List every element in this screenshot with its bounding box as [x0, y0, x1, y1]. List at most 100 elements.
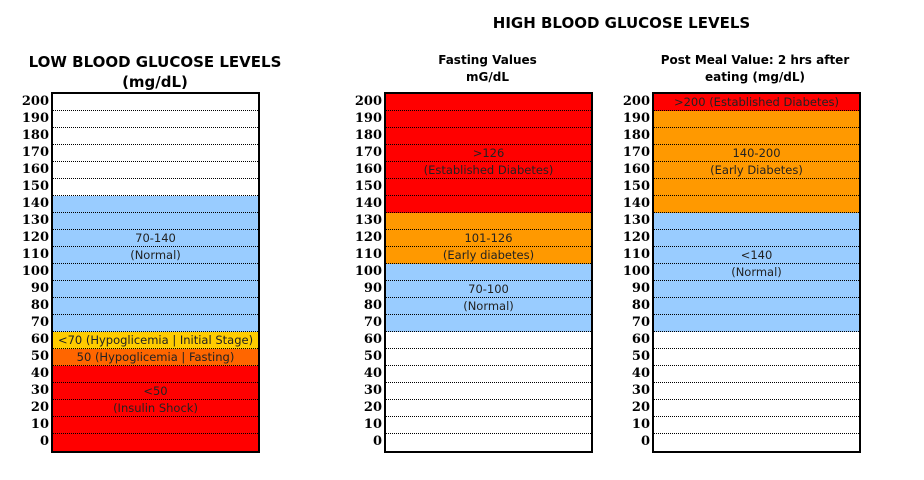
- range-cell: <140: [654, 247, 859, 264]
- range-cell: [386, 366, 591, 383]
- range-cell: [53, 366, 258, 383]
- scale-label: 70: [631, 315, 650, 330]
- scale-label: 180: [354, 128, 382, 143]
- low-title-line1: LOW BLOOD GLUCOSE LEVELS: [28, 53, 282, 71]
- range-cell: [654, 315, 859, 332]
- table-frame: 70-140 (Normal) <70 (Hypoglicemia | Initia…: [51, 92, 260, 453]
- scale-label: 10: [363, 417, 382, 432]
- scale-label: 170: [354, 145, 382, 160]
- post-title-line2: eating (mg/dL): [704, 70, 806, 84]
- range-cell: [386, 179, 591, 196]
- scale-label: 180: [21, 128, 49, 143]
- scale-label: 110: [21, 247, 49, 262]
- scale-label: 200: [354, 94, 382, 109]
- range-cell: [654, 179, 859, 196]
- post-title-line1: Post Meal Value: 2 hrs after: [660, 53, 850, 67]
- range-cell: [386, 434, 591, 451]
- range-cell: [386, 213, 591, 230]
- post-meal-title: Post Meal Value: 2 hrs after eating (mg/d…: [640, 52, 870, 86]
- scale-label: 20: [30, 400, 49, 415]
- range-cell: [53, 315, 258, 332]
- scale-label: 0: [640, 434, 650, 449]
- range-cell: [53, 281, 258, 298]
- scale-label: 100: [622, 264, 650, 279]
- range-cell: >126: [386, 145, 591, 162]
- scale-label: 20: [631, 400, 650, 415]
- scale-label: 70: [363, 315, 382, 330]
- scale-label: 120: [622, 230, 650, 245]
- range-cell: [53, 111, 258, 128]
- scale-label: 150: [354, 179, 382, 194]
- range-cell: [386, 332, 591, 349]
- range-cell: [654, 400, 859, 417]
- range-cell: 140-200: [654, 145, 859, 162]
- scale-label: 80: [631, 298, 650, 313]
- range-cell: [386, 264, 591, 281]
- scale-label: 60: [363, 332, 382, 347]
- scale-label: 60: [30, 332, 49, 347]
- range-cell: [53, 298, 258, 315]
- range-cell: [386, 383, 591, 400]
- range-cell: [53, 264, 258, 281]
- scale-label: 100: [21, 264, 49, 279]
- range-cell: 101-126: [386, 230, 591, 247]
- scale-label: 100: [354, 264, 382, 279]
- range-cell: 50 (Hypoglicemia | Fasting): [53, 349, 258, 366]
- scale-label: 30: [631, 383, 650, 398]
- range-cell: [386, 315, 591, 332]
- scale-label: 10: [30, 417, 49, 432]
- scale-label: 110: [622, 247, 650, 262]
- scale-label: 160: [622, 162, 650, 177]
- range-cell: 70-100: [386, 281, 591, 298]
- range-cell: (Normal): [386, 298, 591, 315]
- scale-label: 190: [21, 111, 49, 126]
- range-cell: [654, 128, 859, 145]
- scale-label: 140: [622, 196, 650, 211]
- scale-label: 90: [631, 281, 650, 296]
- range-cell: (Normal): [654, 264, 859, 281]
- range-cell: [654, 332, 859, 349]
- table-frame: >126 (Established Diabetes) 101-126 (Early …: [384, 92, 593, 453]
- range-cell: [654, 213, 859, 230]
- range-cell: [386, 94, 591, 111]
- scale-label: 140: [21, 196, 49, 211]
- range-cell: [53, 94, 258, 111]
- scale-label: 50: [363, 349, 382, 364]
- scale-label: 20: [363, 400, 382, 415]
- scale-label: 50: [30, 349, 49, 364]
- range-cell: [654, 349, 859, 366]
- scale-label: 80: [30, 298, 49, 313]
- low-title-line2: (mg/dL): [122, 73, 188, 91]
- scale-label: 0: [372, 434, 382, 449]
- scale-label: 160: [354, 162, 382, 177]
- range-cell: [386, 349, 591, 366]
- range-cell: [654, 196, 859, 213]
- scale-label: 30: [363, 383, 382, 398]
- table-frame: >200 (Established Diabetes) 140-200 (Early…: [652, 92, 861, 453]
- scale-label: 0: [39, 434, 49, 449]
- range-cell: [53, 162, 258, 179]
- scale-label: 200: [622, 94, 650, 109]
- range-cell: [53, 128, 258, 145]
- scale-label: 30: [30, 383, 49, 398]
- range-cell: [53, 213, 258, 230]
- scale-label: 150: [21, 179, 49, 194]
- fasting-title-line1: Fasting Values: [438, 53, 537, 67]
- range-cell: <50: [53, 383, 258, 400]
- range-cell: [654, 383, 859, 400]
- scale-label: 190: [354, 111, 382, 126]
- range-cell: [654, 366, 859, 383]
- scale-label: 130: [622, 213, 650, 228]
- range-cell: [386, 417, 591, 434]
- scale-label: 110: [354, 247, 382, 262]
- range-cell: (Normal): [53, 247, 258, 264]
- range-cell: [654, 298, 859, 315]
- range-cell: [654, 111, 859, 128]
- scale-label: 180: [622, 128, 650, 143]
- range-cell: [654, 434, 859, 451]
- range-cell: (Early Diabetes): [654, 162, 859, 179]
- scale-label: 160: [21, 162, 49, 177]
- low-glucose-title: LOW BLOOD GLUCOSE LEVELS (mg/dL): [20, 52, 290, 92]
- range-cell: 70-140: [53, 230, 258, 247]
- range-cell: [386, 400, 591, 417]
